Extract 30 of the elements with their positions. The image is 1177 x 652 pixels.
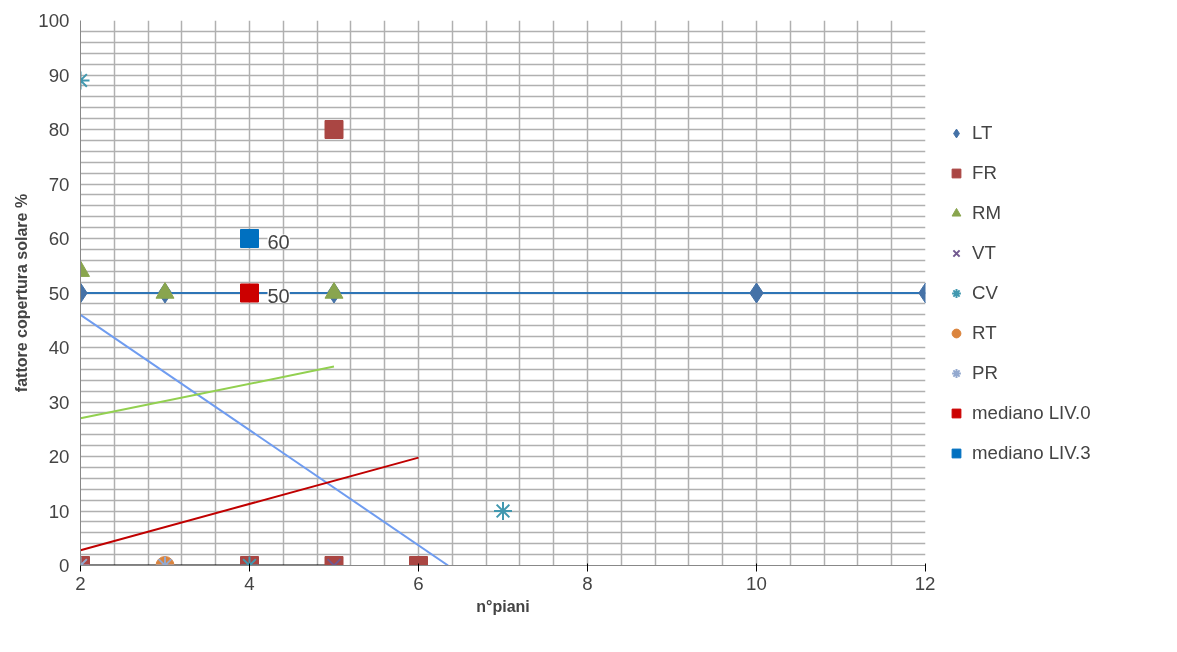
y-tick-label: 20 [48,446,70,467]
x-tick-label: 4 [244,572,255,594]
y-tick-label: 70 [48,173,70,195]
y-tick-label: 90 [48,64,70,86]
data-label: 60 [267,230,290,253]
legend-label: mediano LIV.0 [972,401,1091,424]
legend-label: PR [972,361,998,384]
x-tick-label: 8 [582,572,593,594]
y-tick-label: 40 [48,337,70,358]
x-axis-title: n°piani [476,597,530,615]
y-tick-label: 100 [38,10,70,31]
legend-label: LT [972,121,993,144]
y-tick-label: 50 [48,282,70,304]
y-tick-label: 60 [48,228,70,249]
data-label: 50 [267,285,290,307]
legend-label: RT [972,321,997,344]
x-tick-label: 6 [413,572,424,594]
legend-label: FR [972,161,997,184]
x-tick-label: 10 [746,572,767,594]
y-tick-label: 10 [48,500,70,522]
y-tick-label: 30 [48,391,70,413]
y-tick-label: 0 [59,555,70,576]
legend-label: CV [972,281,998,304]
legend-label: RM [972,201,1002,224]
x-tick-label: 12 [914,572,936,594]
y-tick-label: 80 [48,119,70,140]
x-tick-label: 2 [75,572,86,594]
legend-label: mediano LIV.3 [972,441,1091,464]
y-axis-title: fattore copertura solare % [13,193,31,393]
legend-label: VT [972,241,996,264]
